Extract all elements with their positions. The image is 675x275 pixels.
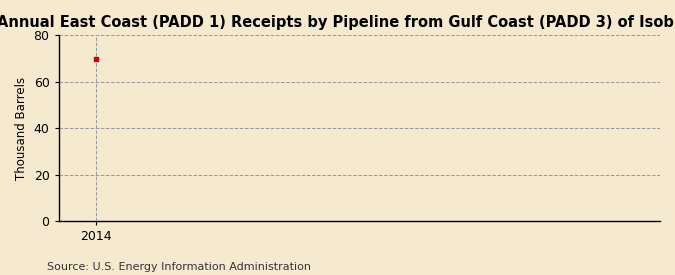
Text: Source: U.S. Energy Information Administration: Source: U.S. Energy Information Administ… <box>47 262 311 272</box>
Title: Annual East Coast (PADD 1) Receipts by Pipeline from Gulf Coast (PADD 3) of Isob: Annual East Coast (PADD 1) Receipts by P… <box>0 15 675 30</box>
Y-axis label: Thousand Barrels: Thousand Barrels <box>15 77 28 180</box>
